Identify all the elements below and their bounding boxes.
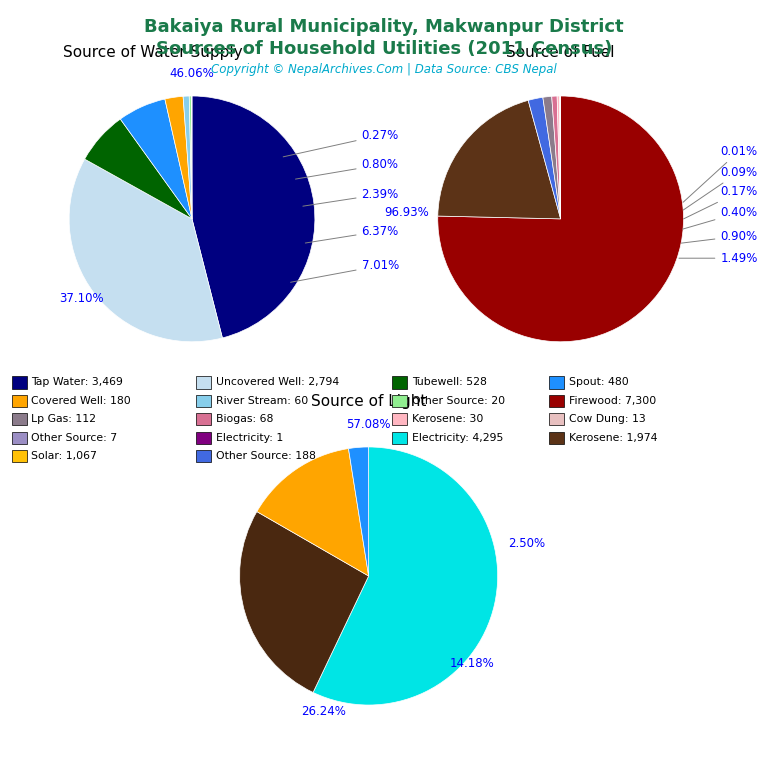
- Text: 0.17%: 0.17%: [684, 185, 758, 219]
- Wedge shape: [557, 96, 561, 219]
- Text: Spout: 480: Spout: 480: [569, 377, 629, 388]
- Text: 26.24%: 26.24%: [301, 705, 346, 718]
- Text: Bakaiya Rural Municipality, Makwanpur District: Bakaiya Rural Municipality, Makwanpur Di…: [144, 18, 624, 36]
- Text: 0.01%: 0.01%: [683, 145, 757, 202]
- Text: Sources of Household Utilities (2011 Census): Sources of Household Utilities (2011 Cen…: [156, 40, 612, 58]
- Wedge shape: [313, 447, 498, 705]
- Text: Other Source: 188: Other Source: 188: [216, 451, 316, 462]
- Text: 1.49%: 1.49%: [679, 252, 758, 265]
- Text: Other Source: 7: Other Source: 7: [31, 432, 118, 443]
- Wedge shape: [69, 159, 223, 342]
- Text: 37.10%: 37.10%: [59, 293, 104, 305]
- Text: Kerosene: 1,974: Kerosene: 1,974: [569, 432, 657, 443]
- Text: Copyright © NepalArchives.Com | Data Source: CBS Nepal: Copyright © NepalArchives.Com | Data Sou…: [211, 63, 557, 76]
- Text: 0.27%: 0.27%: [283, 129, 399, 157]
- Wedge shape: [257, 449, 369, 576]
- Text: 2.39%: 2.39%: [303, 188, 399, 206]
- Text: Biogas: 68: Biogas: 68: [216, 414, 273, 425]
- Wedge shape: [240, 511, 369, 693]
- Text: Firewood: 7,300: Firewood: 7,300: [569, 396, 657, 406]
- Text: 0.09%: 0.09%: [684, 166, 757, 210]
- Text: 46.06%: 46.06%: [170, 67, 214, 80]
- Text: Electricity: 4,295: Electricity: 4,295: [412, 432, 503, 443]
- Wedge shape: [183, 96, 192, 219]
- Wedge shape: [543, 96, 561, 219]
- Wedge shape: [84, 119, 192, 219]
- Text: Electricity: 1: Electricity: 1: [216, 432, 283, 443]
- Text: 0.90%: 0.90%: [681, 230, 757, 243]
- Wedge shape: [189, 96, 192, 219]
- Wedge shape: [349, 447, 369, 576]
- Wedge shape: [528, 98, 561, 219]
- Wedge shape: [438, 101, 561, 219]
- Text: Solar: 1,067: Solar: 1,067: [31, 451, 98, 462]
- Text: 2.50%: 2.50%: [508, 538, 545, 550]
- Text: Covered Well: 180: Covered Well: 180: [31, 396, 131, 406]
- Text: Lp Gas: 112: Lp Gas: 112: [31, 414, 97, 425]
- Text: 0.40%: 0.40%: [683, 207, 757, 229]
- Wedge shape: [560, 96, 561, 219]
- Text: Other Source: 20: Other Source: 20: [412, 396, 505, 406]
- Text: Tap Water: 3,469: Tap Water: 3,469: [31, 377, 124, 388]
- Text: 0.80%: 0.80%: [296, 158, 399, 179]
- Text: 14.18%: 14.18%: [449, 657, 495, 670]
- Wedge shape: [121, 99, 192, 219]
- Wedge shape: [165, 96, 192, 219]
- Text: Kerosene: 30: Kerosene: 30: [412, 414, 483, 425]
- Text: 7.01%: 7.01%: [290, 259, 399, 283]
- Wedge shape: [551, 96, 561, 219]
- Text: River Stream: 60: River Stream: 60: [216, 396, 308, 406]
- Text: 96.93%: 96.93%: [385, 207, 429, 219]
- Title: Source of Light: Source of Light: [311, 395, 426, 409]
- Title: Source of Fuel: Source of Fuel: [506, 45, 615, 60]
- Text: 57.08%: 57.08%: [346, 419, 391, 432]
- Text: 6.37%: 6.37%: [306, 225, 399, 243]
- Text: Cow Dung: 13: Cow Dung: 13: [569, 414, 646, 425]
- Text: Source of Water Supply: Source of Water Supply: [63, 45, 243, 60]
- Wedge shape: [438, 96, 684, 342]
- Wedge shape: [192, 96, 315, 338]
- Text: Tubewell: 528: Tubewell: 528: [412, 377, 486, 388]
- Text: Uncovered Well: 2,794: Uncovered Well: 2,794: [216, 377, 339, 388]
